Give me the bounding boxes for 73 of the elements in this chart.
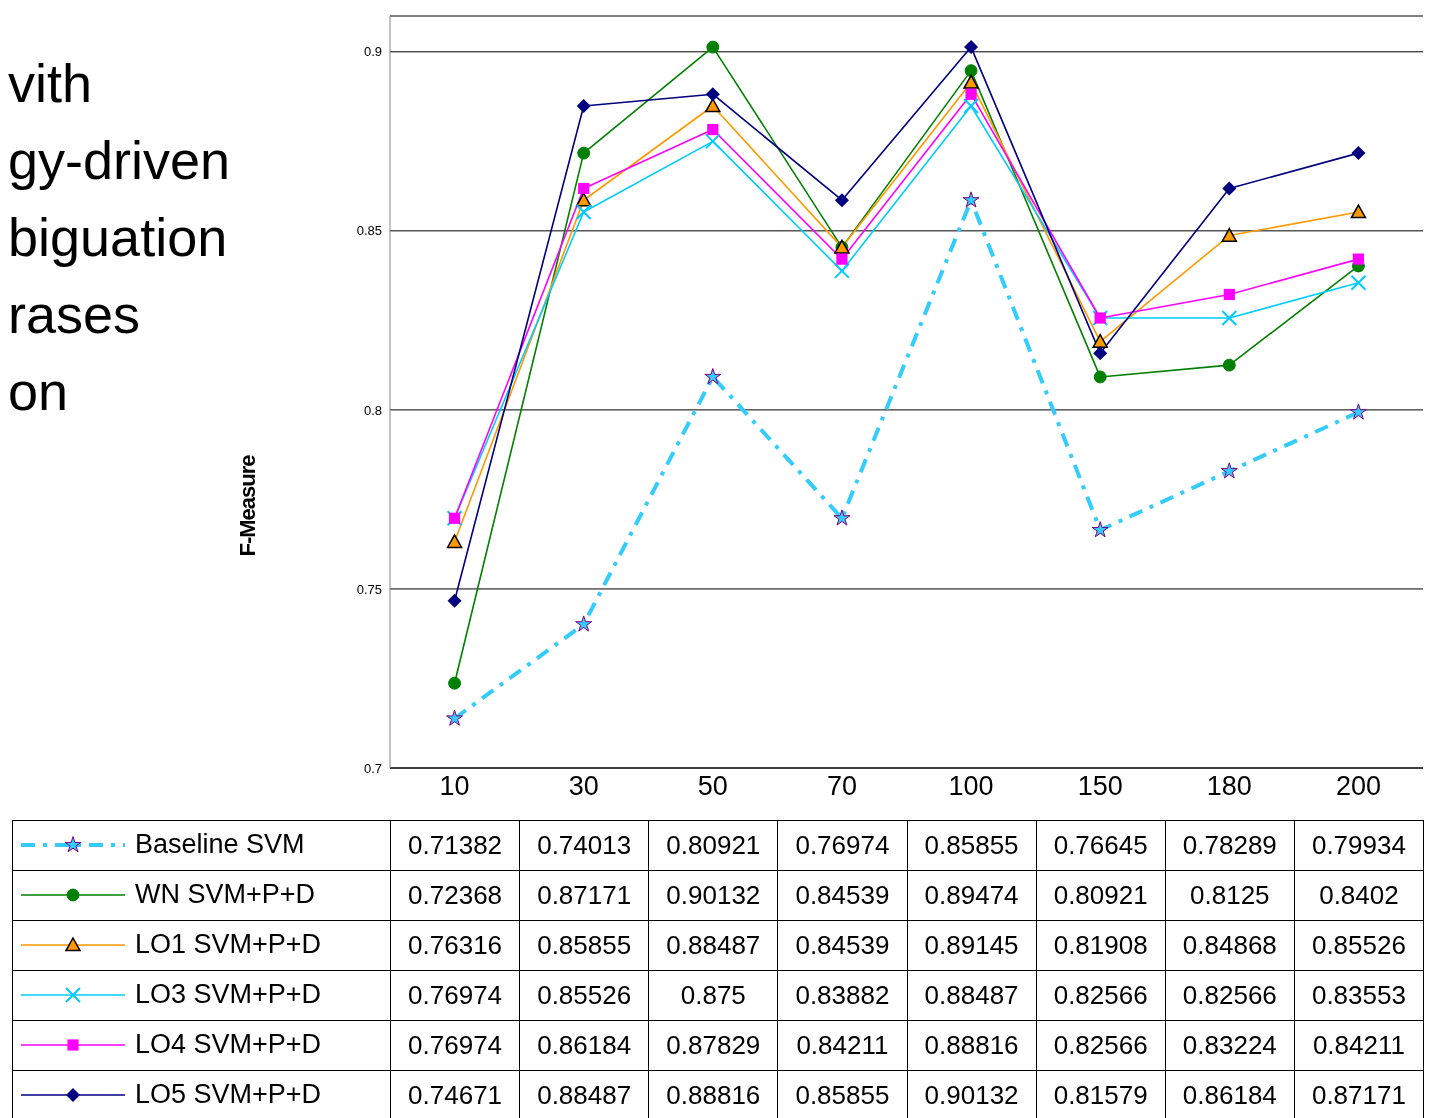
data-label: 0.86184 [1165, 1070, 1295, 1118]
data-label: 0.76974 [390, 970, 520, 1021]
legend-label: LO5 SVM+P+D [135, 1079, 322, 1111]
data-label: 0.71382 [390, 820, 520, 871]
data-label: 0.84211 [777, 1020, 907, 1071]
text: vith [8, 53, 93, 113]
data-label: 0.88487 [907, 970, 1037, 1021]
data-label: 0.80921 [648, 820, 778, 871]
data-label: 0.85855 [907, 820, 1037, 871]
y-tick-label: 0.9 [363, 44, 382, 60]
data-label: 0.78289 [1165, 820, 1295, 871]
x-tick-label: 10 [439, 771, 470, 802]
data-label: 0.85855 [519, 920, 649, 971]
data-label: 0.84868 [1165, 920, 1295, 971]
data-label: 0.82566 [1165, 970, 1295, 1021]
data-label: 0.76974 [390, 1020, 520, 1071]
y-tick-label: 0.8 [363, 402, 382, 418]
data-label: 0.87829 [648, 1020, 778, 1071]
text: rases [8, 284, 141, 344]
data-label: 0.87171 [519, 870, 649, 921]
data-label: 0.89145 [907, 920, 1037, 971]
text: on [8, 361, 69, 421]
data-label: 0.875 [648, 970, 778, 1021]
x-tick-label: 30 [568, 771, 599, 802]
data-label: 0.82566 [1036, 970, 1166, 1021]
data-label: 0.81579 [1036, 1070, 1166, 1118]
data-label: 0.76645 [1036, 820, 1166, 871]
y-axis-title: F-Measure [235, 455, 261, 557]
data-label: 0.88816 [907, 1020, 1037, 1071]
data-label: 0.85855 [777, 1070, 907, 1118]
x-tick-label: 180 [1206, 771, 1252, 802]
y-tick-label: 0.7 [363, 760, 382, 776]
x-tick-label: 70 [826, 771, 857, 802]
text: gy-driven [8, 130, 231, 190]
y-tick-label: 0.85 [356, 223, 382, 239]
legend-label: LO4 SVM+P+D [135, 1029, 322, 1061]
text: biguation [8, 207, 228, 267]
legend-label: LO3 SVM+P+D [135, 979, 322, 1011]
data-label: 0.85526 [1294, 920, 1424, 971]
data-label: 0.72368 [390, 870, 520, 921]
legend-label: WN SVM+P+D [135, 879, 316, 911]
x-tick-label: 50 [697, 771, 728, 802]
data-label: 0.85526 [519, 970, 649, 1021]
data-label: 0.79934 [1294, 820, 1424, 871]
legend-label: LO1 SVM+P+D [135, 929, 322, 961]
legend-label: Baseline SVM [135, 829, 305, 861]
data-label: 0.82566 [1036, 1020, 1166, 1071]
data-label: 0.88487 [648, 920, 778, 971]
data-label: 0.83553 [1294, 970, 1424, 1021]
data-label: 0.74671 [390, 1070, 520, 1118]
data-label: 0.76316 [390, 920, 520, 971]
data-label: 0.90132 [907, 1070, 1037, 1118]
data-label: 0.84539 [777, 870, 907, 921]
x-tick-label: 100 [948, 771, 994, 802]
data-label: 0.84211 [1294, 1020, 1424, 1071]
x-tick-label: 200 [1335, 771, 1381, 802]
data-label: 0.88816 [648, 1070, 778, 1118]
data-label: 0.74013 [519, 820, 649, 871]
data-label: 0.80921 [1036, 870, 1166, 921]
data-label: 0.86184 [519, 1020, 649, 1071]
data-label: 0.83882 [777, 970, 907, 1021]
data-label: 0.87171 [1294, 1070, 1424, 1118]
data-label: 0.8402 [1294, 870, 1424, 921]
x-tick-label: 150 [1077, 771, 1123, 802]
data-label: 0.81908 [1036, 920, 1166, 971]
data-label: 0.83224 [1165, 1020, 1295, 1071]
data-label: 0.8125 [1165, 870, 1295, 921]
data-label: 0.88487 [519, 1070, 649, 1118]
data-label: 0.89474 [907, 870, 1037, 921]
data-label: 0.90132 [648, 870, 778, 921]
y-tick-label: 0.75 [356, 581, 382, 597]
data-label: 0.84539 [777, 920, 907, 971]
data-label: 0.76974 [777, 820, 907, 871]
